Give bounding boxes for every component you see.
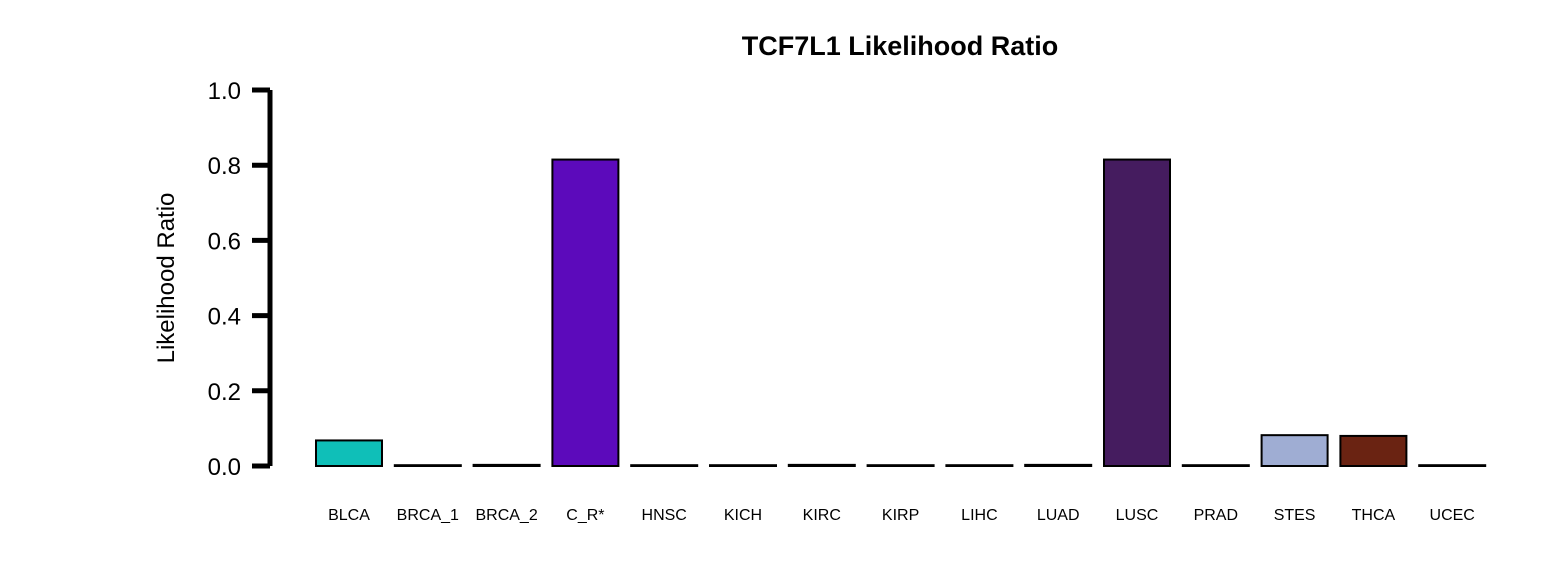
bar-brca-1 [393,464,462,468]
bar-c-r [551,158,620,467]
x-axis-tick-labels: BLCA BRCA_1 BRCA_2 C_R* HNSC KICH KIRC KIRP LIHC… [328,507,1475,524]
bar-lusc [1103,158,1171,467]
x-tick-label: STES [1274,507,1316,524]
y-tick-label: 0.4 [208,304,241,331]
x-tick-label: BLCA [328,507,370,524]
x-tick-label: BRCA_1 [397,507,459,524]
bar-kich [709,464,777,468]
y-tick-label: 0.6 [208,228,241,255]
bar-thca [1339,434,1408,468]
bar-kirc [787,463,856,468]
y-axis: 0.0 0.2 0.4 0.6 0.8 1.0 [208,78,273,481]
bar-blca [315,439,383,468]
bar-stes [1260,434,1329,467]
y-axis-label: Likelihood Ratio [153,193,180,364]
x-tick-label: KIRP [882,507,919,524]
bar-brca-2 [472,463,541,468]
x-tick-label: PRAD [1194,507,1238,524]
bar-luad [1024,463,1093,468]
x-tick-label: BRCA_2 [475,507,537,524]
x-tick-label: THCA [1352,507,1396,524]
bar-ucec [1418,464,1487,468]
x-tick-label: LIHC [961,507,997,524]
bar-hnsc [630,464,699,468]
x-tick-label: C_R* [566,507,604,524]
y-tick-label: 0.8 [208,153,241,180]
x-tick-label: HNSC [642,507,687,524]
x-tick-label: UCEC [1430,507,1475,524]
bar-prad [1181,464,1250,468]
x-tick-label: LUSC [1116,507,1159,524]
y-tick-label: 1.0 [208,78,241,105]
bar-kirp [866,464,935,468]
y-tick-label: 0.0 [208,454,241,481]
bars [315,158,1487,468]
y-tick-label: 0.2 [208,379,241,406]
bar-lihc [945,464,1014,468]
x-tick-label: KIRC [803,507,841,524]
x-tick-label: LUAD [1037,507,1080,524]
x-tick-label: KICH [724,507,762,524]
chart-title: TCF7L1 Likelihood Ratio [742,31,1059,61]
